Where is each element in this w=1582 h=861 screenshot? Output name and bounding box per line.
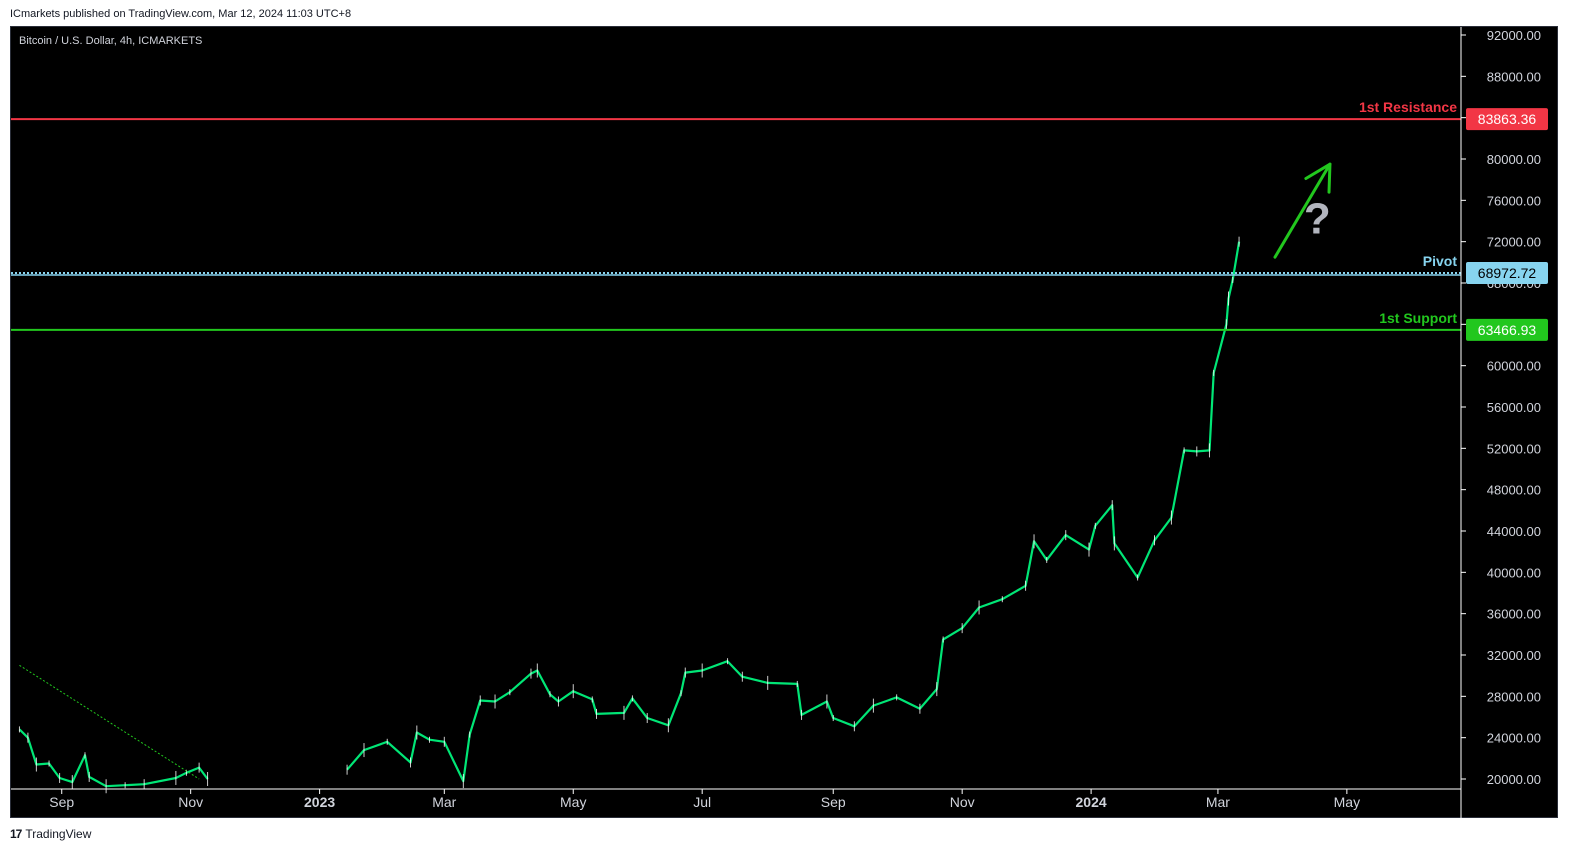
y-tick-label: 72000.00 — [1487, 235, 1541, 250]
level-price-badge — [1466, 318, 1548, 341]
x-tick-label: Sep — [49, 794, 74, 810]
y-tick-label: 92000.00 — [1487, 28, 1541, 43]
y-tick-label: 44000.00 — [1487, 524, 1541, 539]
x-tick-label: Jul — [693, 794, 711, 810]
footer-brand-text: TradingView — [25, 827, 92, 841]
level-price-badge — [1466, 261, 1548, 284]
y-tick-label: 48000.00 — [1487, 483, 1541, 498]
y-tick-label: 80000.00 — [1487, 152, 1541, 167]
price-chart[interactable]: 1st Resistance Pivot 1st Support? 20000.00 2… — [11, 27, 1559, 819]
y-tick-label: 56000.00 — [1487, 400, 1541, 415]
y-tick-label: 36000.00 — [1487, 607, 1541, 622]
x-tick-label: 2024 — [1076, 794, 1107, 810]
x-tick-label: May — [560, 794, 586, 810]
trendline-dotted — [19, 664, 200, 780]
chart-panel[interactable]: 1st Resistance Pivot 1st Support? 20000.00 2… — [10, 26, 1559, 819]
arrow-head-icon — [1304, 162, 1332, 194]
x-tick-label: Sep — [821, 794, 846, 810]
level-label: Pivot — [1423, 253, 1458, 269]
level-price-badge — [1466, 108, 1548, 131]
y-tick-label: 40000.00 — [1487, 565, 1541, 580]
footer-branding[interactable]: 17 TradingView — [10, 827, 91, 841]
question-mark-annotation: ? — [1304, 194, 1331, 243]
level-label: 1st Support — [1379, 310, 1457, 326]
x-tick-label: May — [1334, 794, 1360, 810]
level-price-label: 68972.72 — [1478, 265, 1537, 281]
symbol-title: Bitcoin / U.S. Dollar, 4h, ICMARKETS — [19, 35, 203, 47]
x-tick-label: Nov — [178, 794, 203, 810]
y-tick-label: 28000.00 — [1487, 689, 1541, 704]
up-arrow-icon — [1273, 162, 1332, 259]
y-tick-label: 24000.00 — [1487, 731, 1541, 746]
x-tick-label: Mar — [432, 794, 456, 810]
level-price-label: 83863.36 — [1478, 111, 1537, 127]
x-tick-label: 2023 — [304, 794, 335, 810]
y-tick-label: 88000.00 — [1487, 69, 1541, 84]
y-tick-label: 60000.00 — [1487, 359, 1541, 374]
level-label: 1st Resistance — [1359, 99, 1457, 115]
y-tick-label: 52000.00 — [1487, 441, 1541, 456]
x-tick-label: Nov — [950, 794, 975, 810]
y-tick-label: 20000.00 — [1487, 772, 1541, 787]
level-price-label: 63466.93 — [1478, 322, 1537, 338]
price-series-line — [18, 241, 1241, 788]
y-tick-label: 32000.00 — [1487, 648, 1541, 663]
published-info: ICmarkets published on TradingView.com, … — [10, 8, 352, 20]
y-tick-label: 76000.00 — [1487, 193, 1541, 208]
x-tick-label: Mar — [1206, 794, 1230, 810]
tradingview-logo-icon: 17 — [10, 827, 22, 841]
